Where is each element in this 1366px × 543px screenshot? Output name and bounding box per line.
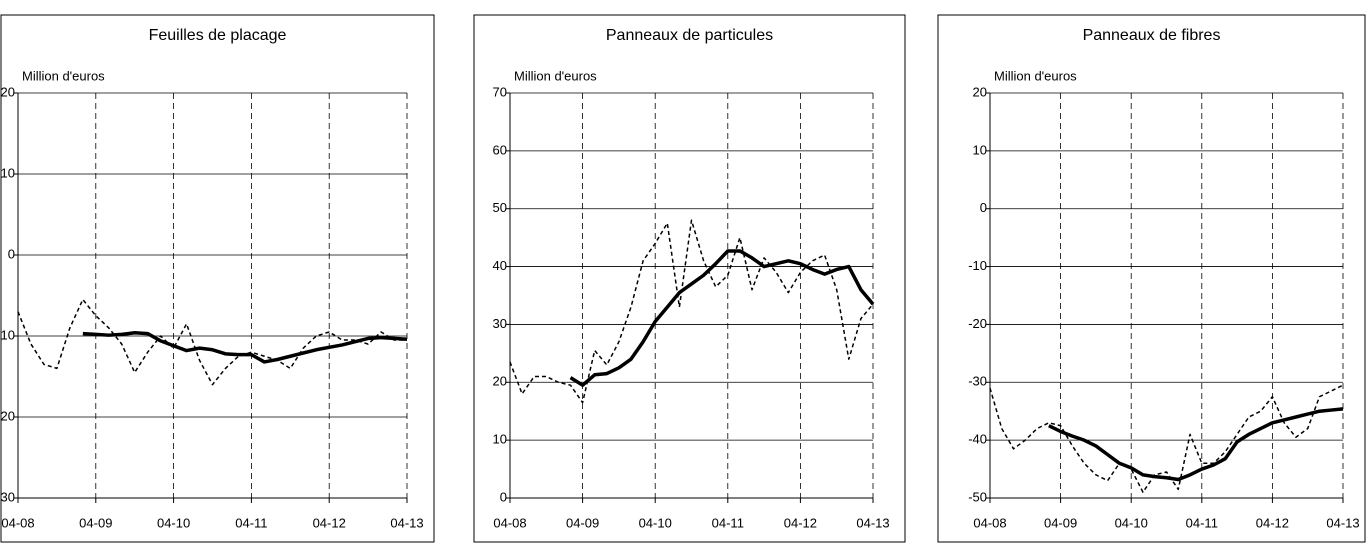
panel-frame [473,14,906,543]
x-tick-label: 04-12 [1256,515,1289,530]
y-axis-label: Million d'euros [994,68,1077,83]
y-tick-label: 20 [493,374,507,389]
data-line [82,331,408,364]
x-tick-label: 04-12 [784,515,817,530]
x-tick-label: 04-13 [390,515,423,530]
panel-frame [0,14,435,543]
y-tick-label: 10 [973,142,987,157]
y-axis-label: Million d'euros [514,68,597,83]
data-line [509,219,874,404]
y-tick-label: 10 [1,165,15,180]
y-tick-label: -50 [968,489,987,504]
x-tick-label: 04-09 [1044,515,1077,530]
x-tick-label: 04-10 [639,515,672,530]
x-tick-label: 04-12 [313,515,346,530]
x-tick-label: 04-08 [493,515,526,530]
y-tick-label: -10 [968,258,987,273]
x-tick-label: 04-09 [79,515,112,530]
y-tick-label: 0 [980,200,987,215]
y-tick-label: 20 [973,84,987,99]
x-tick-label: 04-11 [235,515,267,530]
y-tick-label: 0 [8,246,15,261]
y-tick-label: 30 [493,316,507,331]
x-tick-label: 04-13 [1326,515,1359,530]
y-tick-label: -30 [968,374,987,389]
y-tick-label: -20 [0,408,15,423]
y-tick-label: 50 [493,200,507,215]
y-tick-label: -10 [0,327,15,342]
y-tick-label: 0 [500,489,507,504]
panel-frame [937,14,1366,543]
y-tick-label: 10 [493,432,507,447]
y-axis-label: Million d'euros [22,68,105,83]
y-tick-label: -30 [0,489,15,504]
x-tick-label: 04-10 [1115,515,1148,530]
data-line [1048,407,1344,482]
x-tick-label: 04-08 [1,515,34,530]
data-line [17,298,407,386]
y-tick-label: 60 [493,142,507,157]
data-line [569,249,875,387]
y-tick-label: -40 [968,432,987,447]
y-tick-label: -20 [968,316,987,331]
chart-title: Panneaux de particules [606,27,773,44]
x-tick-label: 04-11 [712,515,744,530]
x-tick-label: 04-09 [566,515,599,530]
y-tick-label: 20 [1,84,15,99]
chart-title: Feuilles de placage [149,27,287,44]
y-tick-label: 40 [493,258,507,273]
x-tick-label: 04-13 [856,515,889,530]
x-tick-label: 04-08 [973,515,1006,530]
data-line [989,384,1344,493]
y-tick-label: 70 [493,84,507,99]
x-tick-label: 04-10 [157,515,190,530]
chart-title: Panneaux de fibres [1083,27,1221,44]
x-tick-label: 04-11 [1186,515,1218,530]
